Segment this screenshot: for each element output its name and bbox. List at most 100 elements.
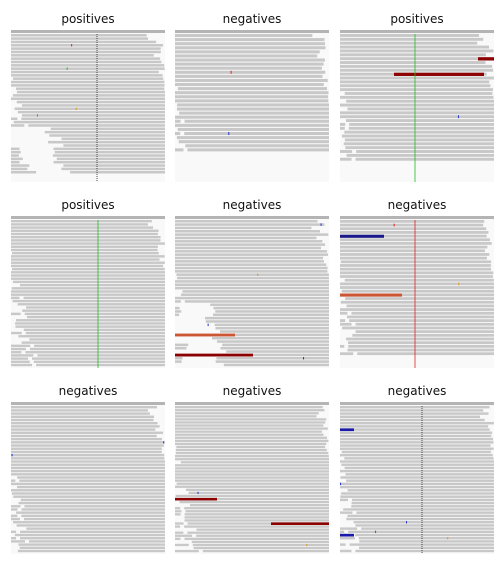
read-bar (175, 54, 318, 58)
read-bar (11, 40, 157, 44)
read-bar (340, 150, 353, 153)
read-bar (11, 492, 165, 495)
read-bar (19, 283, 165, 287)
read-pileup-svg (340, 402, 494, 554)
read-bar (11, 290, 165, 293)
read-bar (344, 457, 494, 460)
panel-title: positives (390, 12, 444, 26)
read-bar (175, 439, 329, 442)
read-bar (346, 99, 494, 103)
read-bar (13, 521, 165, 524)
read-pileup-svg (175, 402, 329, 553)
read-bar (11, 248, 158, 252)
read-bar (347, 348, 494, 352)
read-bar (340, 122, 346, 126)
read-bar (340, 308, 494, 311)
read-bar (340, 282, 494, 286)
read-bar (11, 453, 165, 457)
read-bar (346, 337, 494, 341)
read-bar (346, 315, 494, 319)
read-bar (355, 157, 494, 161)
read-bar (24, 505, 165, 508)
read-bar (15, 325, 165, 328)
read-bar (11, 47, 161, 50)
read-bar (175, 343, 189, 347)
panel-title: negatives (387, 198, 447, 212)
read-bar (20, 498, 165, 502)
read-bar (11, 242, 165, 245)
read-bar (220, 333, 329, 337)
read-bar (23, 328, 165, 332)
read-bar (175, 270, 328, 273)
read-bar (340, 495, 494, 498)
read-bar (175, 66, 322, 70)
read-bar (189, 504, 329, 507)
read-bar (14, 533, 165, 537)
read-bar (340, 530, 345, 534)
read-pileup-plot (11, 402, 165, 554)
read-bar (11, 508, 18, 511)
read-bar (175, 543, 189, 547)
read-bar (340, 115, 494, 119)
read-bar (175, 236, 317, 240)
read-bar (175, 42, 326, 46)
read-bar (202, 549, 329, 553)
read-bar (11, 229, 159, 232)
coverage-bar (11, 402, 165, 405)
read-bar (340, 441, 494, 444)
read-bar (184, 507, 329, 510)
read-bar (11, 239, 161, 242)
read-bar (351, 498, 494, 502)
read-bar (13, 77, 164, 80)
read-bar (175, 300, 181, 303)
read-bar (215, 360, 329, 363)
read-bar (70, 170, 165, 174)
read-bar (340, 485, 494, 489)
read-bar (177, 103, 329, 107)
read-bar (175, 549, 199, 553)
read-bar (344, 130, 494, 134)
read-bar (340, 103, 494, 107)
read-bar (11, 255, 165, 258)
read-bar (205, 320, 329, 323)
read-bar (175, 266, 328, 270)
read-bar (11, 226, 154, 229)
read-bar (11, 80, 165, 84)
read-bar (175, 119, 181, 123)
panel-title: negatives (58, 384, 118, 398)
panel-title: negatives (222, 384, 282, 398)
insert-bar (271, 522, 329, 525)
read-bar (48, 140, 165, 144)
read-bar (184, 513, 329, 516)
read-bar (61, 137, 165, 141)
read-bar (15, 322, 165, 325)
read-bar (348, 344, 494, 348)
read-bar (175, 34, 313, 38)
read-bar (175, 296, 329, 300)
read-bar (17, 476, 165, 479)
read-bar (11, 57, 161, 60)
read-bar (340, 511, 353, 514)
read-bar (11, 64, 165, 67)
read-bar (11, 447, 162, 450)
read-bar (11, 514, 18, 518)
read-bar (340, 264, 491, 267)
read-bar (11, 479, 16, 482)
read-bar (34, 344, 165, 348)
read-bar (53, 160, 165, 164)
read-bar (11, 530, 17, 534)
read-bar (175, 409, 325, 412)
read-bar (11, 421, 158, 425)
read-bar (11, 437, 162, 441)
read-bar (175, 313, 180, 317)
read-bar (11, 540, 26, 543)
coverage-bar (175, 402, 329, 405)
read-bar (175, 286, 329, 290)
mismatch-mark (447, 537, 449, 540)
read-bar (175, 451, 329, 455)
read-bar (175, 427, 328, 430)
read-pileup-plot (175, 402, 329, 554)
read-bar (36, 363, 165, 367)
read-bar (11, 505, 21, 508)
panel-title: negatives (222, 198, 282, 212)
